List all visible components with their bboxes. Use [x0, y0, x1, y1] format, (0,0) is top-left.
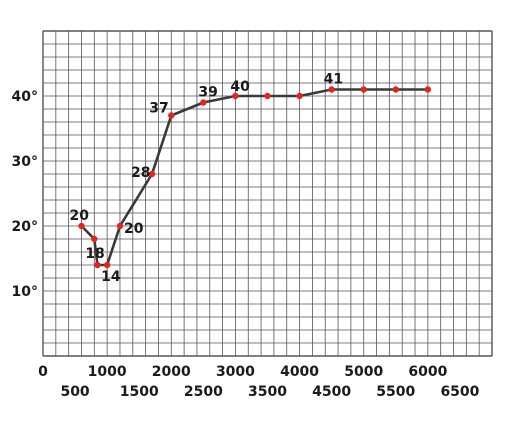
data-points	[78, 86, 432, 269]
x-tick-label: 2500	[184, 384, 223, 400]
data-point	[264, 92, 271, 100]
data-point	[116, 222, 124, 230]
data-label: 41	[324, 72, 343, 88]
x-tick-label: 4500	[312, 384, 351, 400]
x-tick-label: 6000	[408, 364, 447, 380]
y-axis-ticks: 10° 20° 30° 40°	[12, 89, 38, 300]
data-point	[296, 92, 303, 100]
x-tick-label: 3000	[216, 364, 255, 380]
data-point	[148, 170, 156, 178]
data-label: 39	[198, 85, 217, 101]
y-tick-label: 30°	[12, 154, 38, 170]
data-label: 18	[85, 246, 104, 262]
x-tick-label: 1000	[88, 364, 127, 380]
data-point	[94, 261, 101, 269]
data-point	[103, 261, 111, 269]
x-tick-label: 500	[60, 384, 89, 400]
x-tick-label: 0	[38, 364, 48, 380]
data-point	[392, 86, 399, 93]
data-point	[91, 235, 98, 243]
x-tick-label: 1500	[120, 384, 159, 400]
chart-grid	[42, 30, 493, 357]
data-label: 14	[101, 269, 121, 285]
data-label: 20	[69, 208, 89, 224]
data-point	[424, 86, 432, 93]
data-point	[232, 92, 239, 100]
x-tick-label: 2000	[152, 364, 191, 380]
x-tick-label: 5500	[376, 384, 415, 400]
x-tick-label: 6500	[440, 384, 479, 400]
data-label: 28	[131, 165, 150, 181]
data-point	[360, 86, 367, 93]
data-labels: 20 18 14 20 28 37 39 40 41	[69, 72, 343, 286]
y-tick-label: 10°	[12, 284, 38, 300]
data-point	[328, 86, 335, 93]
data-point	[78, 222, 85, 230]
data-point	[168, 112, 175, 119]
y-tick-label: 20°	[12, 219, 38, 235]
x-tick-label: 5000	[344, 364, 383, 380]
data-label: 20	[124, 221, 144, 237]
x-tick-label: 3500	[248, 384, 287, 400]
y-tick-label: 40°	[12, 89, 38, 105]
data-label: 40	[230, 79, 250, 95]
data-label: 37	[149, 101, 168, 117]
x-tick-label: 4000	[280, 364, 319, 380]
x-axis-ticks: 0 500 1000 1500 2000 2500 3000 3500 4000 4500 5000…	[38, 364, 480, 400]
data-point	[200, 99, 207, 106]
